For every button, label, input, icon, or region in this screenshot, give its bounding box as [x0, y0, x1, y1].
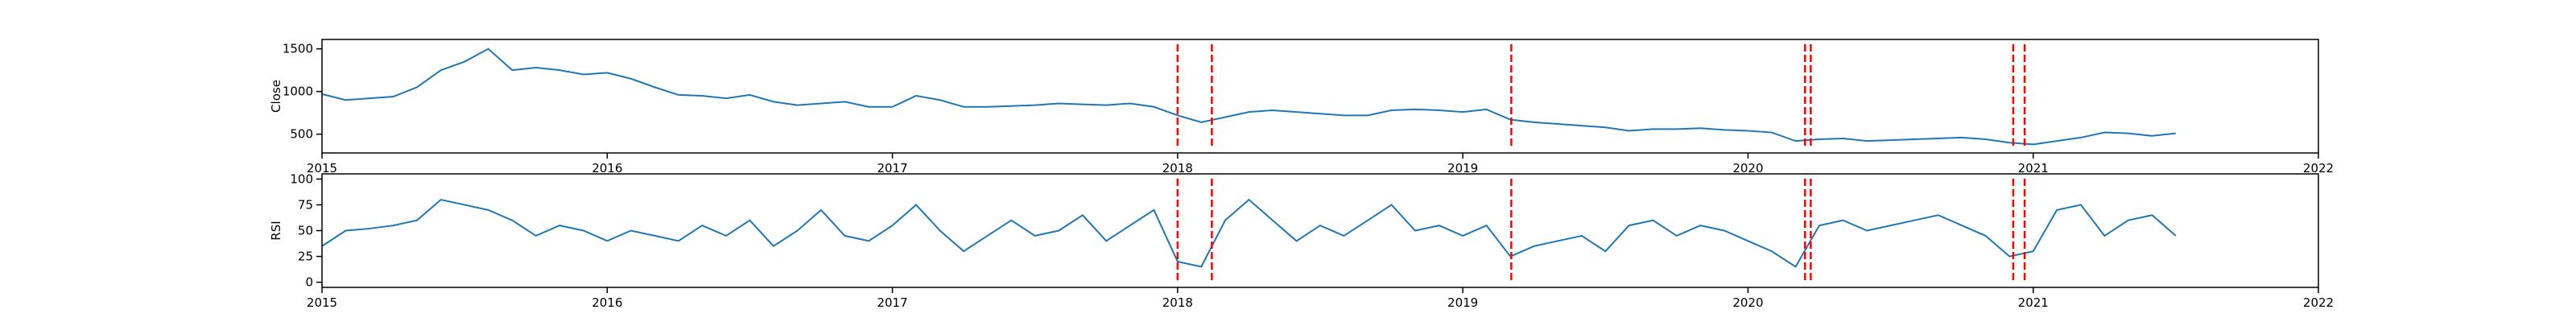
x-tick-label: 2017: [877, 295, 907, 310]
x-tick-label: 2017: [877, 161, 907, 175]
y-tick-label: 0: [305, 275, 313, 290]
x-tick-label: 2015: [307, 161, 337, 175]
x-tick-label: 2019: [1447, 161, 1478, 175]
x-tick-label: 2020: [1732, 161, 1763, 175]
x-tick-label: 2022: [2303, 295, 2334, 310]
axes-frame: [321, 173, 2319, 288]
y-tick-label: 25: [298, 250, 313, 264]
y-tick-label: 100: [290, 171, 313, 186]
data-line: [321, 47, 2176, 146]
x-tick-label: 2018: [1162, 295, 1193, 310]
x-tick-label: 2018: [1162, 161, 1193, 175]
y-axis-label: RSI: [269, 221, 283, 240]
y-tick-label: 75: [298, 197, 313, 212]
x-tick-label: 2019: [1447, 295, 1478, 310]
data-line: [321, 198, 2177, 268]
x-tick-label: 2016: [592, 295, 622, 310]
x-tick-label: 2022: [2303, 161, 2334, 175]
x-tick-label: 2015: [307, 295, 337, 310]
y-axis-label: Close: [269, 80, 283, 113]
y-tick-label: 1500: [283, 42, 313, 56]
axes-frame: [321, 39, 2319, 154]
y-tick-label: 500: [290, 127, 313, 142]
y-tick-label: 50: [298, 224, 313, 238]
y-tick-label: 1000: [283, 85, 313, 99]
x-tick-label: 2020: [1732, 295, 1763, 310]
x-tick-label: 2016: [592, 161, 622, 175]
x-tick-label: 2021: [2018, 295, 2049, 310]
x-tick-label: 2021: [2018, 161, 2049, 175]
